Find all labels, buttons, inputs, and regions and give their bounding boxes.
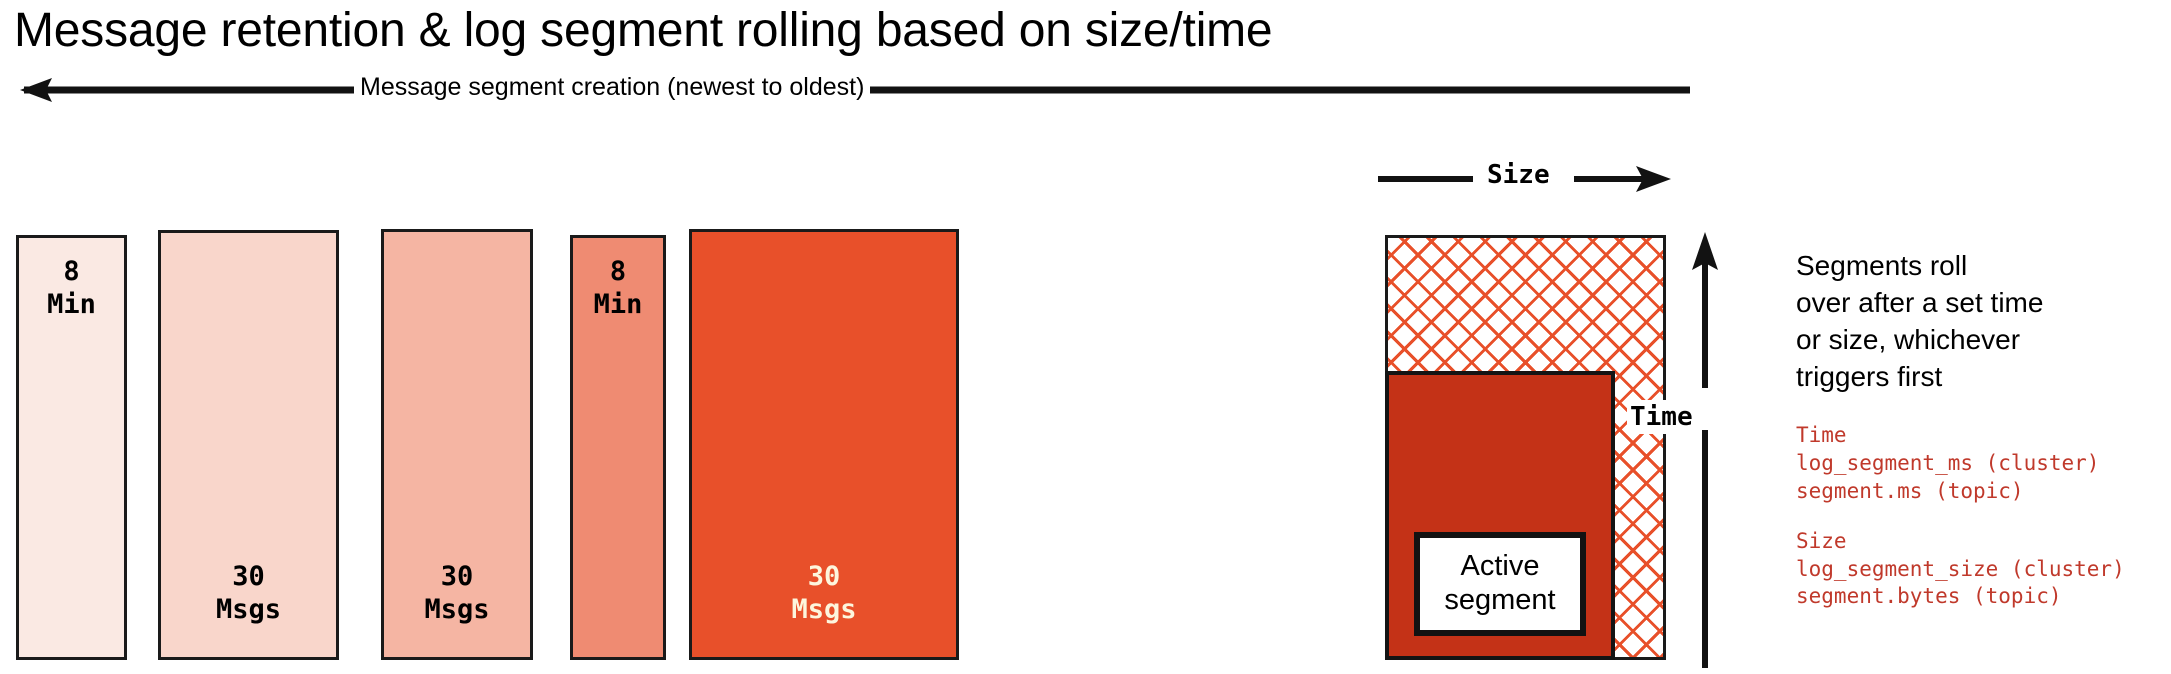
time-axis bbox=[1686, 230, 1726, 670]
message-creation-axis: Message segment creation (newest to olde… bbox=[18, 68, 1690, 112]
config-option: log_segment_size (cluster) bbox=[1796, 556, 2125, 581]
config-block: Time log_segment_ms (cluster) segment.ms… bbox=[1796, 422, 2166, 612]
segment-bar-label: 30 Msgs bbox=[215, 561, 282, 626]
config-group-time: Time log_segment_ms (cluster) segment.ms… bbox=[1796, 422, 2166, 506]
config-heading: Size bbox=[1796, 528, 1847, 553]
segment-bar[interactable]: 30 Msgs bbox=[158, 230, 339, 660]
time-axis-arrow-icon bbox=[1692, 232, 1718, 668]
page-title: Message retention & log segment rolling … bbox=[14, 4, 1273, 57]
segment-bar-label: 30 Msgs bbox=[791, 561, 857, 626]
config-group-size: Size log_segment_size (cluster) segment.… bbox=[1796, 528, 2166, 612]
config-option: log_segment_ms (cluster) bbox=[1796, 450, 2100, 475]
segment-bar-label: 30 Msgs bbox=[424, 561, 490, 626]
segment-bar[interactable]: 8 Min bbox=[16, 235, 127, 660]
segment-bar[interactable]: 30 Msgs bbox=[689, 229, 959, 660]
creation-axis-label: Message segment creation (newest to olde… bbox=[354, 73, 871, 102]
active-segment-box[interactable]: Active segment bbox=[1385, 371, 1615, 660]
segment-bar[interactable]: 8 Min bbox=[570, 235, 666, 660]
segment-bar-label: 8 Min bbox=[47, 256, 96, 320]
segment-bar[interactable]: 30 Msgs bbox=[381, 229, 533, 660]
active-segment-label: Active segment bbox=[1414, 532, 1586, 636]
time-axis-label: Time bbox=[1627, 400, 1696, 434]
notes-panel: Segments roll over after a set time or s… bbox=[1796, 248, 2166, 611]
size-axis: Size bbox=[1378, 158, 1673, 202]
size-axis-label: Size bbox=[1482, 160, 1555, 190]
config-option: segment.ms (topic) bbox=[1796, 478, 2024, 503]
config-option: segment.bytes (topic) bbox=[1796, 584, 2062, 609]
size-axis-arrow-icon bbox=[1378, 166, 1671, 192]
segment-bar-label: 8 Min bbox=[593, 256, 643, 320]
config-heading: Time bbox=[1796, 422, 1847, 447]
notes-description: Segments roll over after a set time or s… bbox=[1796, 250, 2044, 392]
